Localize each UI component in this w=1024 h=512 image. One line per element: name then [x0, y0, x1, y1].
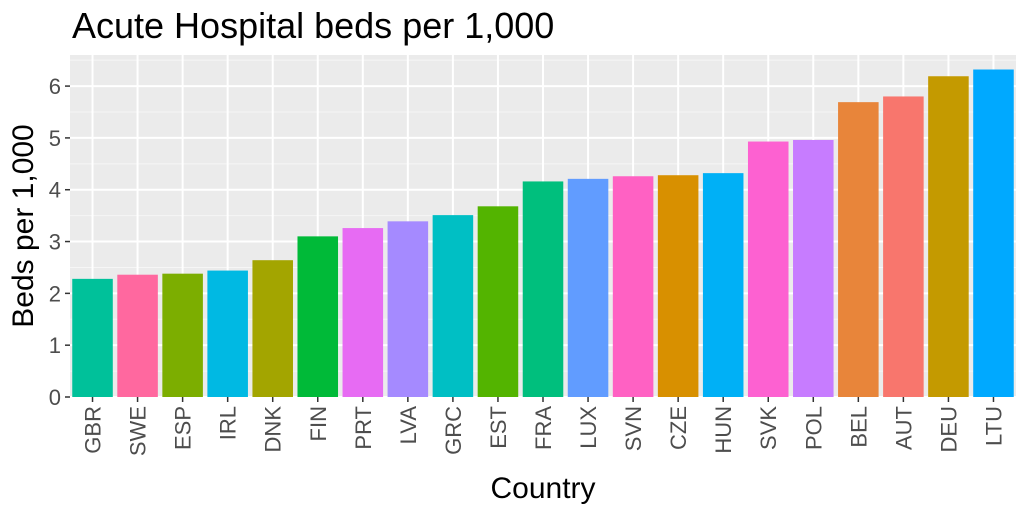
- x-axis: GBR SWE ESP IRL DNK FIN PRT LVA GRC EST FRA LUX SVN C…: [81, 397, 1006, 456]
- x-tick-label: DEU: [936, 406, 961, 452]
- x-tick-label: IRL: [216, 406, 241, 440]
- x-tick-label: HUN: [711, 406, 736, 454]
- x-axis-title: Country: [490, 472, 595, 505]
- x-tick-label: PRT: [351, 406, 376, 450]
- x-tick-label: FIN: [306, 406, 331, 441]
- bar-esp: [162, 273, 203, 397]
- y-tick-label: 3: [49, 230, 61, 255]
- bar-series: [72, 69, 1014, 398]
- bar-lva: [387, 221, 429, 397]
- x-tick-label: GBR: [81, 406, 106, 454]
- x-tick-label: CZE: [666, 406, 691, 450]
- bar-deu: [928, 76, 969, 397]
- bar-fin: [297, 236, 339, 397]
- x-tick-label: AUT: [891, 406, 916, 450]
- x-tick-label: FRA: [531, 406, 556, 450]
- y-tick-label: 5: [49, 126, 61, 151]
- x-tick-label: SWE: [126, 406, 151, 456]
- bar-hun: [702, 173, 744, 397]
- y-tick-label: 4: [49, 178, 61, 203]
- x-tick-label: LVA: [396, 406, 421, 445]
- bar-fra: [522, 181, 564, 397]
- bar-dnk: [252, 260, 293, 397]
- y-tick-label: 2: [49, 281, 61, 306]
- y-axis: 0 1 2 3 4 5 6: [49, 74, 70, 410]
- x-tick-label: LTU: [981, 406, 1006, 446]
- chart-title: Acute Hospital beds per 1,000: [72, 5, 554, 46]
- bar-swe: [117, 274, 158, 397]
- bar-gbr: [72, 278, 113, 397]
- y-tick-label: 0: [49, 385, 61, 410]
- bar-grc: [432, 215, 474, 397]
- x-tick-label: LUX: [576, 406, 601, 449]
- x-tick-label: SVK: [756, 406, 781, 450]
- bar-svn: [612, 176, 654, 397]
- bar-lux: [567, 178, 609, 397]
- x-tick-label: GRC: [441, 406, 466, 455]
- x-tick-label: BEL: [846, 406, 871, 448]
- bar-prt: [342, 228, 384, 397]
- y-tick-label: 6: [49, 74, 61, 99]
- x-tick-label: SVN: [621, 406, 646, 451]
- y-axis-title: Beds per 1,000: [7, 124, 40, 327]
- bar-irl: [207, 270, 248, 397]
- x-tick-label: DNK: [261, 406, 286, 453]
- x-tick-label: ESP: [171, 406, 196, 450]
- bar-pol: [793, 139, 834, 397]
- y-tick-label: 1: [49, 333, 61, 358]
- bar-svk: [747, 141, 789, 397]
- x-tick-label: EST: [486, 406, 511, 449]
- x-tick-label: POL: [801, 406, 826, 450]
- bar-bel: [838, 102, 879, 398]
- bar-est: [477, 206, 519, 397]
- bar-aut: [883, 96, 924, 398]
- bar-cze: [657, 175, 699, 397]
- bar-ltu: [973, 69, 1014, 397]
